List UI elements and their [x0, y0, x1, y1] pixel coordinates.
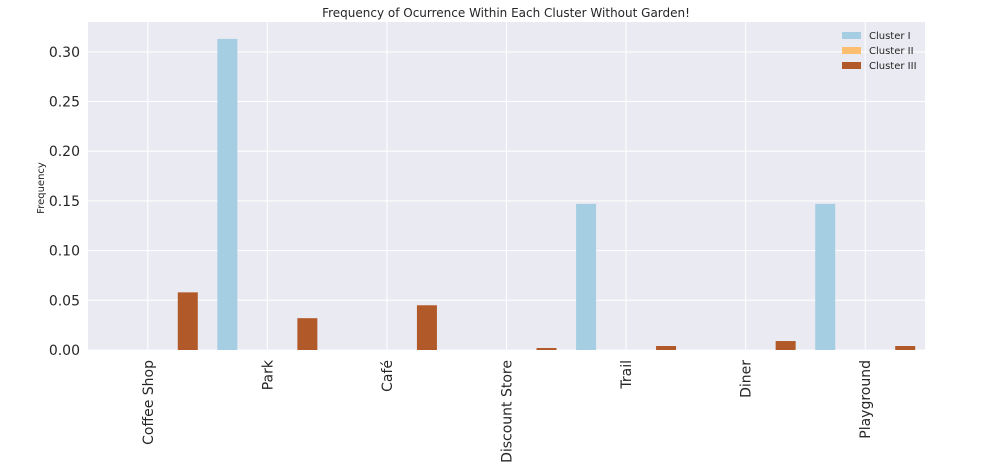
bar: [217, 38, 238, 350]
bar: [815, 203, 836, 350]
legend-label: Cluster II: [869, 46, 914, 57]
x-tick-label: Playground: [858, 360, 874, 439]
y-axis-ticks: 0.00 0.05 0.10 0.15 0.20 0.25 0.30: [49, 45, 80, 359]
legend-label: Cluster I: [869, 31, 911, 42]
y-tick-label: 0.15: [49, 194, 80, 210]
y-tick-label: 0.05: [49, 293, 80, 309]
bar: [297, 318, 318, 350]
x-tick-label: Discount Store: [500, 360, 516, 463]
bar: [416, 305, 437, 350]
x-tick-label: Diner: [739, 360, 755, 398]
y-tick-label: 0.30: [49, 45, 80, 61]
legend-label: Cluster III: [869, 61, 917, 72]
bars: [177, 38, 916, 350]
bar: [775, 341, 796, 350]
legend-swatch: [842, 47, 861, 54]
x-tick-label: Trail: [619, 360, 635, 390]
y-tick-label: 0.10: [49, 244, 80, 260]
bar: [656, 346, 677, 350]
legend-swatch: [842, 32, 861, 39]
x-axis-ticks: Coffee Shop Park Café Discount Store Trail Di…: [141, 359, 874, 463]
bar: [536, 348, 557, 350]
chart-title: Frequency of Ocurrence Within Each Clust…: [322, 6, 690, 20]
x-tick-label: Park: [260, 359, 276, 390]
x-tick-label: Coffee Shop: [141, 360, 157, 445]
bar: [895, 346, 916, 350]
bar: [177, 292, 198, 350]
y-tick-label: 0.25: [49, 95, 80, 111]
x-tick-label: Café: [380, 360, 396, 392]
y-tick-label: 0.00: [49, 343, 80, 359]
bar: [576, 203, 597, 350]
y-tick-label: 0.20: [49, 144, 80, 160]
legend-swatch: [842, 62, 861, 69]
y-axis-label: Frequency: [36, 162, 47, 214]
legend: Cluster I Cluster II Cluster III: [842, 31, 917, 72]
